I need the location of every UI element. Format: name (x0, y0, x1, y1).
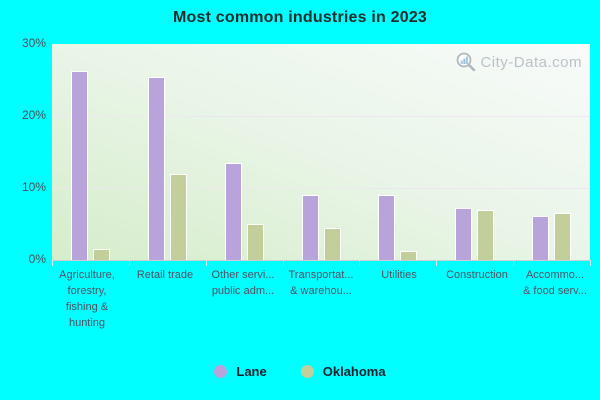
tick-mark (128, 260, 130, 266)
bar-group (206, 44, 283, 260)
tick-mark (205, 260, 207, 266)
x-axis-label: Construction (446, 269, 508, 281)
legend-swatch-lane (214, 365, 228, 378)
bar-lane (455, 208, 473, 260)
bar-oklahoma (554, 213, 572, 260)
plot-area: City-Data.com (52, 44, 590, 261)
x-axis-label: Other servi... public adm... (211, 269, 275, 297)
bar-group (129, 44, 206, 260)
city-data-watermark: City-Data.com (455, 51, 582, 73)
bar-group (359, 44, 436, 260)
bar-group (513, 44, 590, 260)
bar-group (436, 44, 513, 260)
page-title: Most common industries in 2023 (172, 9, 428, 26)
gridline (52, 188, 590, 189)
bar-oklahoma (477, 209, 495, 260)
tick-mark (359, 260, 361, 266)
tick-mark (590, 260, 591, 266)
bar-group (283, 44, 360, 260)
tick-mark (52, 260, 53, 266)
bar-oklahoma (92, 249, 110, 260)
y-axis-label: 10% (21, 180, 46, 194)
bar-oklahoma (400, 251, 418, 260)
legend-label-lane: Lane (236, 364, 267, 379)
bar-group (52, 44, 129, 260)
legend-item-lane: Lane (214, 364, 267, 379)
x-axis-label: Retail trade (136, 269, 194, 281)
watermark-text: City-Data.com (480, 53, 582, 71)
tick-mark (282, 260, 284, 266)
x-axis-label: Accommo... & food serv... (523, 269, 587, 297)
bar-lane (70, 70, 88, 260)
bar-oklahoma (323, 227, 341, 260)
magnifier-chart-icon (457, 52, 476, 72)
x-axis-label: Utilities (381, 269, 417, 281)
bar-lane (378, 195, 396, 260)
legend-item-oklahoma: Oklahoma (300, 364, 386, 379)
y-axis-label: 30% (21, 36, 46, 50)
legend-label-oklahoma: Oklahoma (322, 364, 386, 379)
bar-oklahoma (246, 224, 264, 260)
bar-lane (224, 162, 242, 260)
bar-groups (52, 44, 590, 260)
x-axis-label: Agriculture, forestry, fishing & hunting (59, 269, 115, 329)
tick-mark (513, 260, 515, 266)
bar-lane (301, 195, 319, 260)
x-axis-ticks (52, 260, 591, 266)
bar-lane (147, 77, 165, 260)
gridline (52, 116, 590, 117)
y-axis-label: 20% (21, 108, 46, 122)
y-axis-label: 0% (28, 252, 46, 266)
legend: Lane Oklahoma (0, 364, 600, 379)
legend-swatch-oklahoma (300, 365, 314, 378)
x-axis-labels: Agriculture, forestry, fishing & hunting Ret… (48, 267, 594, 331)
tick-mark (436, 260, 438, 266)
bar-oklahoma (169, 173, 187, 260)
x-axis-label: Transportat... & warehou... (288, 269, 354, 297)
bar-lane (532, 216, 550, 260)
